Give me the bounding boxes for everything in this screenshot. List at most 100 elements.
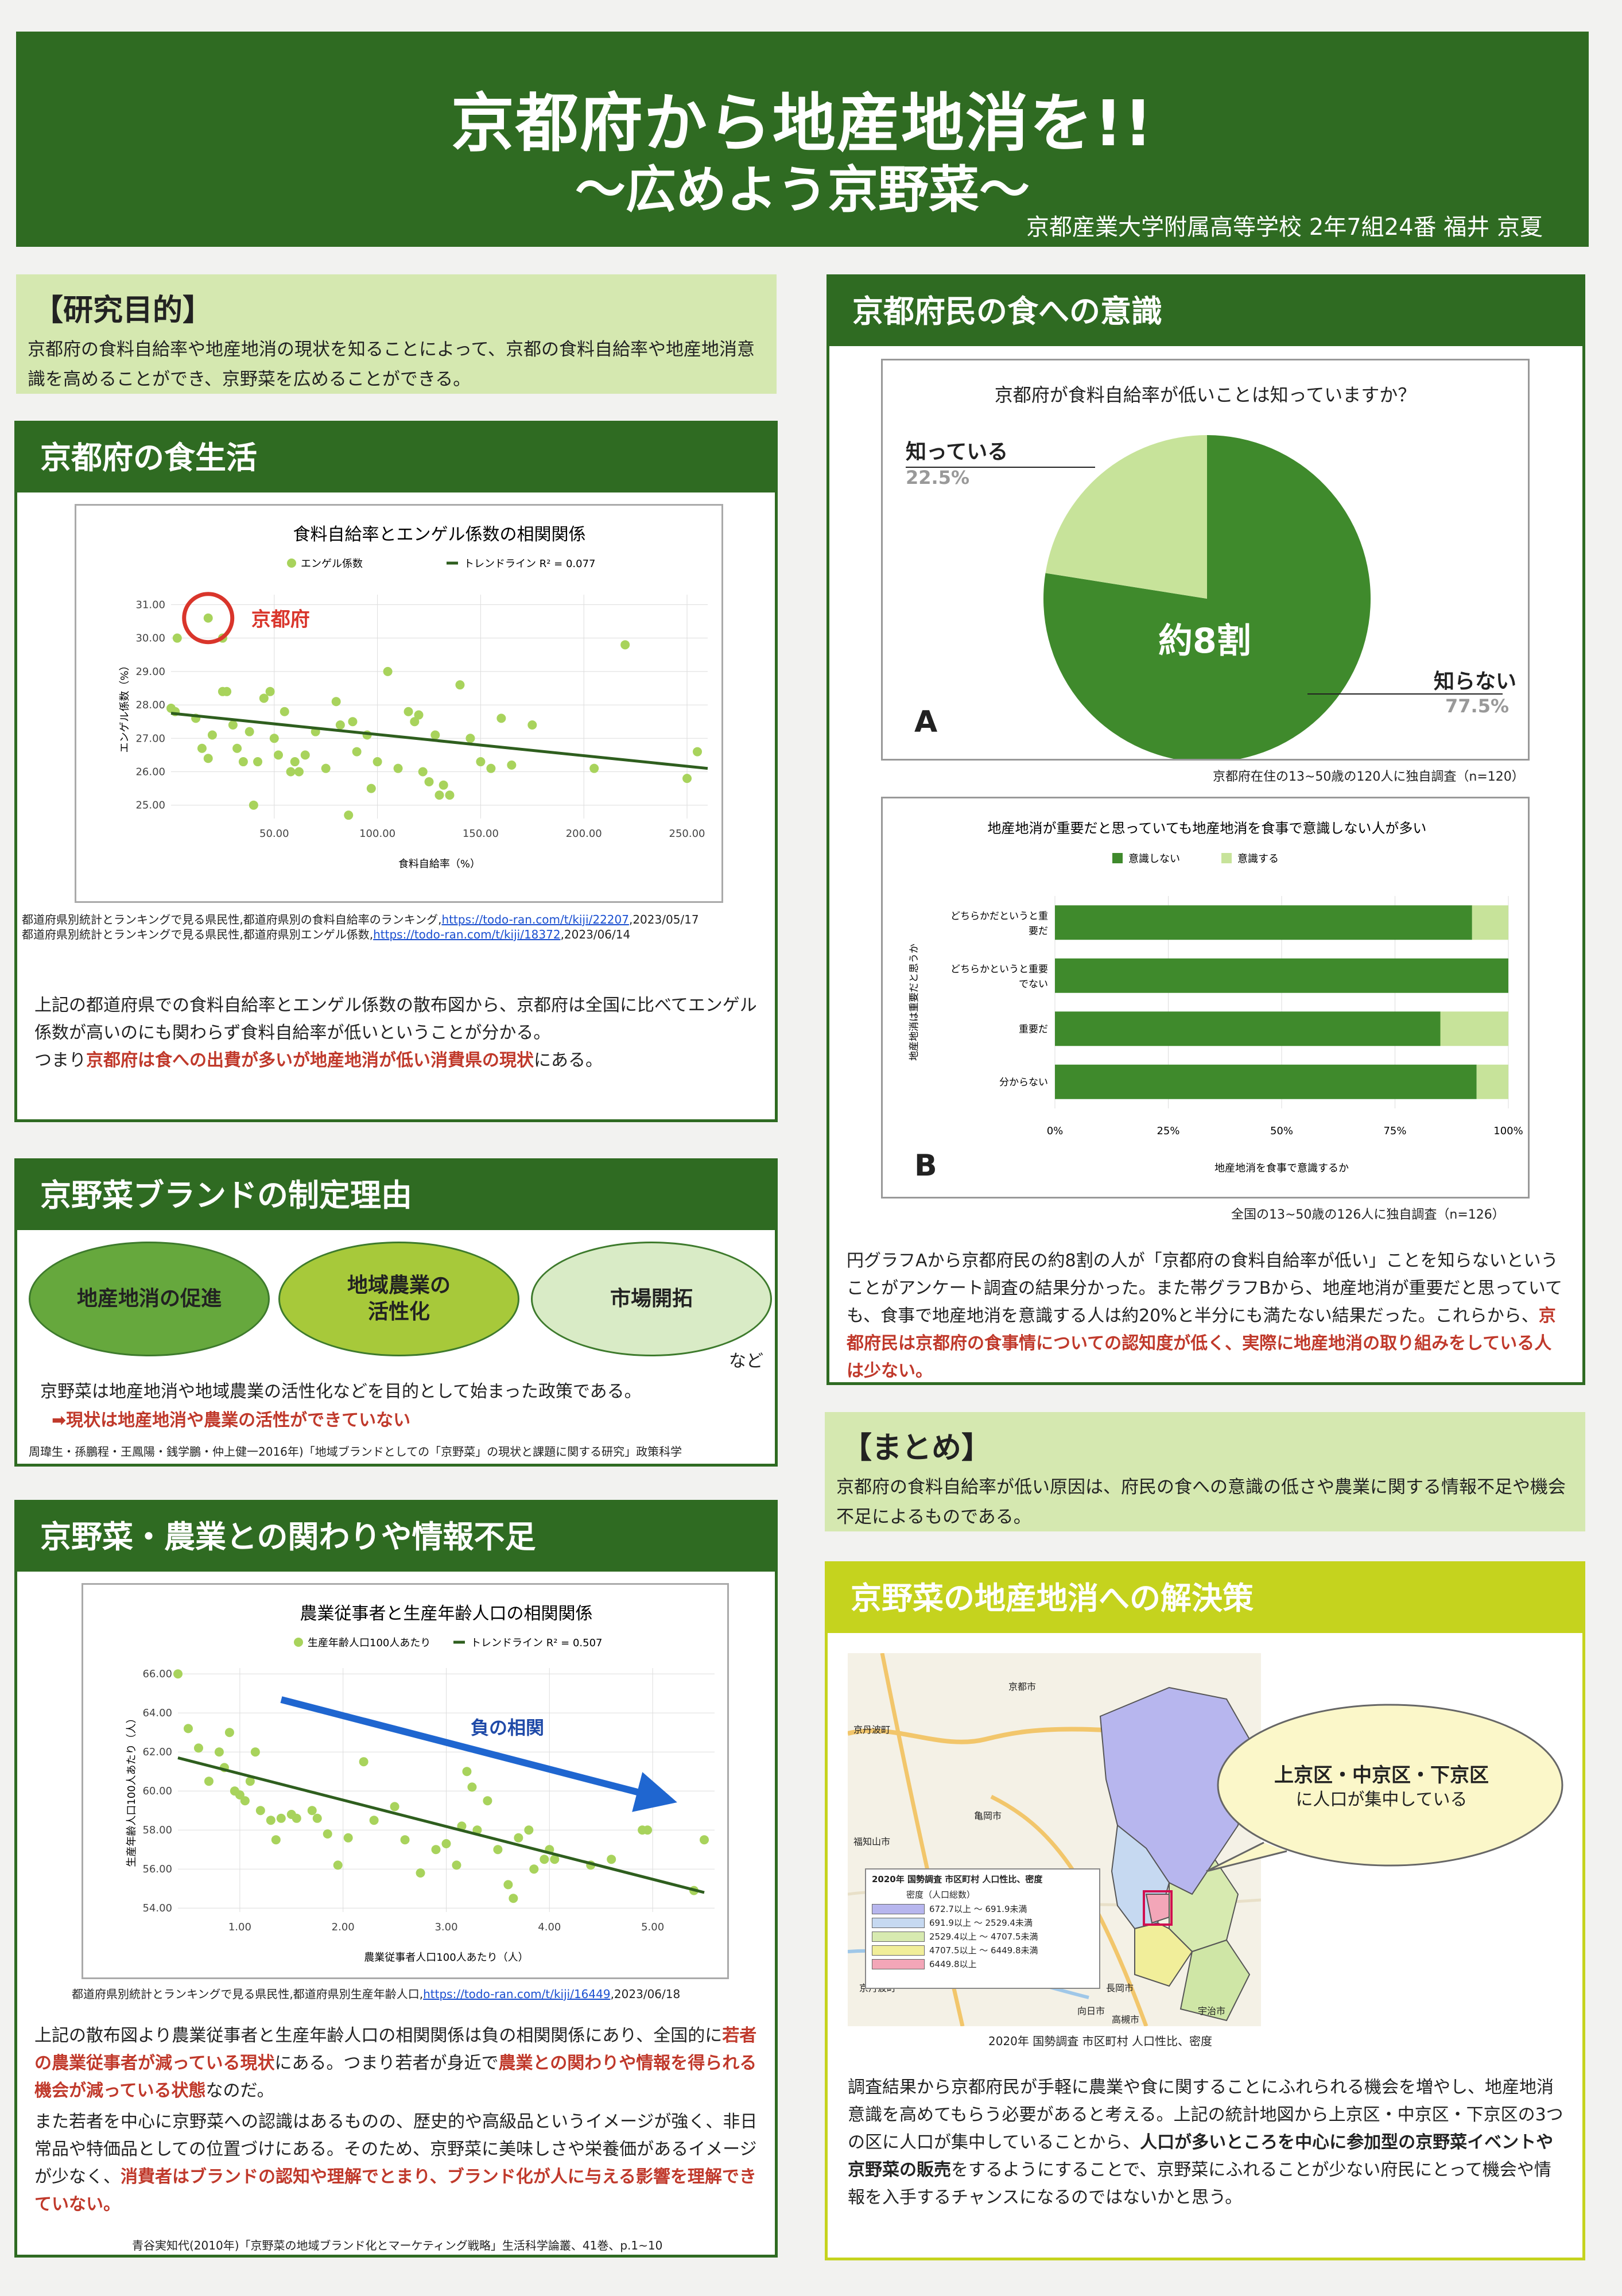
summary-box: 【まとめ】 京都府の食料自給率が低い原因は、府民の食への意識の低さや農業に関する…	[825, 1412, 1585, 1531]
y-tick-label: 58.00	[142, 1824, 172, 1836]
data-point	[366, 784, 376, 793]
data-point	[527, 720, 537, 730]
data-point	[259, 693, 269, 703]
brand-panel: 京野菜ブランドの制定理由 地産地消の促進 地域農業の 活性化 市場開拓 など 京…	[14, 1158, 778, 1467]
data-point	[524, 1825, 534, 1835]
legend-label-points: 生産年齢人口100人あたり	[308, 1637, 430, 1649]
summary-heading: 【まとめ】	[842, 1431, 992, 1465]
data-point	[269, 734, 279, 743]
y-tick-label: 64.00	[142, 1707, 172, 1719]
legend-swatch-yes	[1221, 853, 1232, 863]
data-point	[607, 1855, 616, 1864]
data-point	[441, 1839, 451, 1848]
population-map: 京都市 京丹波町 亀岡市 福知山市 長岡市 向日市 宇治市 高槻市 京丹波町 2…	[848, 1653, 1261, 2026]
data-point	[276, 1813, 286, 1823]
data-point	[620, 640, 630, 650]
data-point	[238, 757, 248, 767]
data-point	[333, 1860, 343, 1870]
food-life-paragraph: 上記の都道府県での食料自給率とエンゲル係数の散布図から、京都府は全国に比べてエン…	[34, 995, 757, 1071]
category-label: どちらかというと重要	[950, 964, 1048, 975]
category-label: 要だ	[1029, 925, 1048, 937]
data-point	[224, 1728, 234, 1737]
category-label: どちらかだというと重	[950, 910, 1048, 922]
pie-center-label: 約8割	[1158, 621, 1251, 661]
agri-source: 都道府県別統計とランキングで見る県民性,都道府県別生産年齢人口,https://…	[72, 1987, 681, 2001]
data-point	[682, 774, 692, 784]
y-tick-label: 62.00	[142, 1746, 172, 1758]
data-point	[462, 1767, 472, 1777]
purpose-box: 【研究目的】 京都府の食料自給率や地産地消の現状を知ることによって、京都の食料自…	[16, 274, 777, 394]
purpose-body: 京都府の食料自給率や地産地消の現状を知ることによって、京都の食料自給率や地産地消…	[28, 339, 755, 390]
y-tick-label: 28.00	[135, 699, 165, 711]
source-link-3[interactable]: https://todo-ran.com/t/kiji/16449	[423, 1987, 611, 2001]
trend-line	[177, 1756, 705, 1894]
bar-chart-box: 地産地消が重要だと思っていても地産地消を食事で意識しない人が多い 意識しない 意識す…	[881, 797, 1530, 1199]
data-point	[255, 1806, 265, 1816]
ellipse-agri-activation: 地域農業の 活性化	[278, 1242, 519, 1356]
pie-chart-svg	[906, 435, 1503, 759]
y-tick-label: 66.00	[142, 1668, 172, 1680]
agri-heading: 京野菜・農業との関わりや情報不足	[17, 1503, 775, 1572]
data-point	[271, 1835, 281, 1845]
x-tick-label: 3.00	[434, 1921, 457, 1933]
data-point	[250, 1747, 260, 1757]
data-point	[369, 1816, 379, 1825]
trend-line	[170, 712, 708, 770]
data-point	[445, 790, 455, 800]
source-link-2[interactable]: https://todo-ran.com/t/kiji/18372	[373, 928, 561, 941]
data-point	[359, 1757, 368, 1767]
data-point	[183, 1724, 193, 1733]
map-place-kyotamba: 京丹波町	[853, 1724, 891, 1735]
x-tick-label: 5.00	[641, 1921, 664, 1933]
data-point	[266, 1816, 275, 1825]
data-point	[393, 763, 403, 773]
map-place-fukuchiyama: 福知山市	[853, 1836, 891, 1847]
data-point	[335, 720, 345, 730]
awareness-heading: 京都府民の食への意識	[829, 277, 1582, 346]
purpose-heading: 【研究目的】	[33, 293, 213, 328]
map-legend-row: 691.9以上 ～ 2529.4未満	[872, 1917, 1093, 1929]
x-tick-label: 100.00	[359, 828, 395, 840]
y-tick-label: 26.00	[135, 766, 165, 778]
data-point	[540, 1855, 549, 1864]
data-point	[486, 763, 496, 773]
data-point	[294, 767, 304, 777]
map-legend: 2020年 国勢調査 市区町村 人口性比、密度 密度（人口総数） 672.7以上…	[865, 1868, 1100, 1989]
data-point	[424, 777, 434, 786]
ellipse-market-development: 市場開拓	[531, 1242, 772, 1356]
bar-segment-no	[1055, 1011, 1441, 1046]
map-legend-row: 672.7以上 ～ 691.9未満	[872, 1903, 1093, 1915]
agri-source-2: 青谷実知代(2010年)「京野菜の地域ブランド化とマーケティング戦略」生活科学論…	[132, 2239, 663, 2252]
data-point	[286, 767, 296, 777]
data-point	[550, 1855, 560, 1864]
source-link-1[interactable]: https://todo-ran.com/t/kiji/22207	[441, 913, 629, 926]
pie-source: 京都府在住の13~50歳の120人に独自調査（n=120）	[1213, 770, 1524, 784]
map-place-takatsuki: 高槻市	[1112, 2014, 1140, 2025]
food-life-source-2: 都道府県別統計とランキングで見る県民性,都道府県別エンゲル係数,https://…	[22, 928, 631, 941]
data-point	[509, 1894, 518, 1903]
bar-segment-no	[1055, 1064, 1477, 1099]
map-place-kameoka: 亀岡市	[974, 1810, 1002, 1821]
map-place-nagaoka: 長岡市	[1106, 1983, 1134, 1994]
bar-chart-title: 地産地消が重要だと思っていても地産地消を食事で意識しない人が多い	[988, 820, 1427, 836]
data-point	[253, 757, 263, 767]
y-tick-label: 30.00	[135, 633, 165, 645]
chart-title: 食料自給率とエンゲル係数の相関関係	[293, 525, 586, 545]
legend-label-no: 意識しない	[1128, 853, 1180, 865]
legend-swatch-no	[1112, 853, 1123, 863]
x-tick-label: 100%	[1493, 1125, 1523, 1137]
data-point	[197, 743, 207, 753]
pie-label-unknown: 知らない	[1434, 670, 1517, 693]
data-point	[265, 687, 275, 696]
x-tick-label: 2.00	[332, 1921, 355, 1933]
data-point	[343, 1833, 353, 1843]
solution-paragraph: 調査結果から京都府民が手軽に農業や食に関することにふれられる機会を増やし、地産地…	[848, 2077, 1563, 2208]
pie-chart-title: 京都府が食料自給率が低いことは知っていますか？	[994, 384, 1417, 406]
category-label: でない	[1019, 979, 1048, 990]
category-label: 分からない	[999, 1077, 1048, 1088]
bar-segment-yes	[1472, 905, 1508, 940]
data-point	[228, 720, 238, 730]
data-point	[431, 1845, 441, 1855]
brand-heading: 京野菜ブランドの制定理由	[17, 1161, 775, 1230]
